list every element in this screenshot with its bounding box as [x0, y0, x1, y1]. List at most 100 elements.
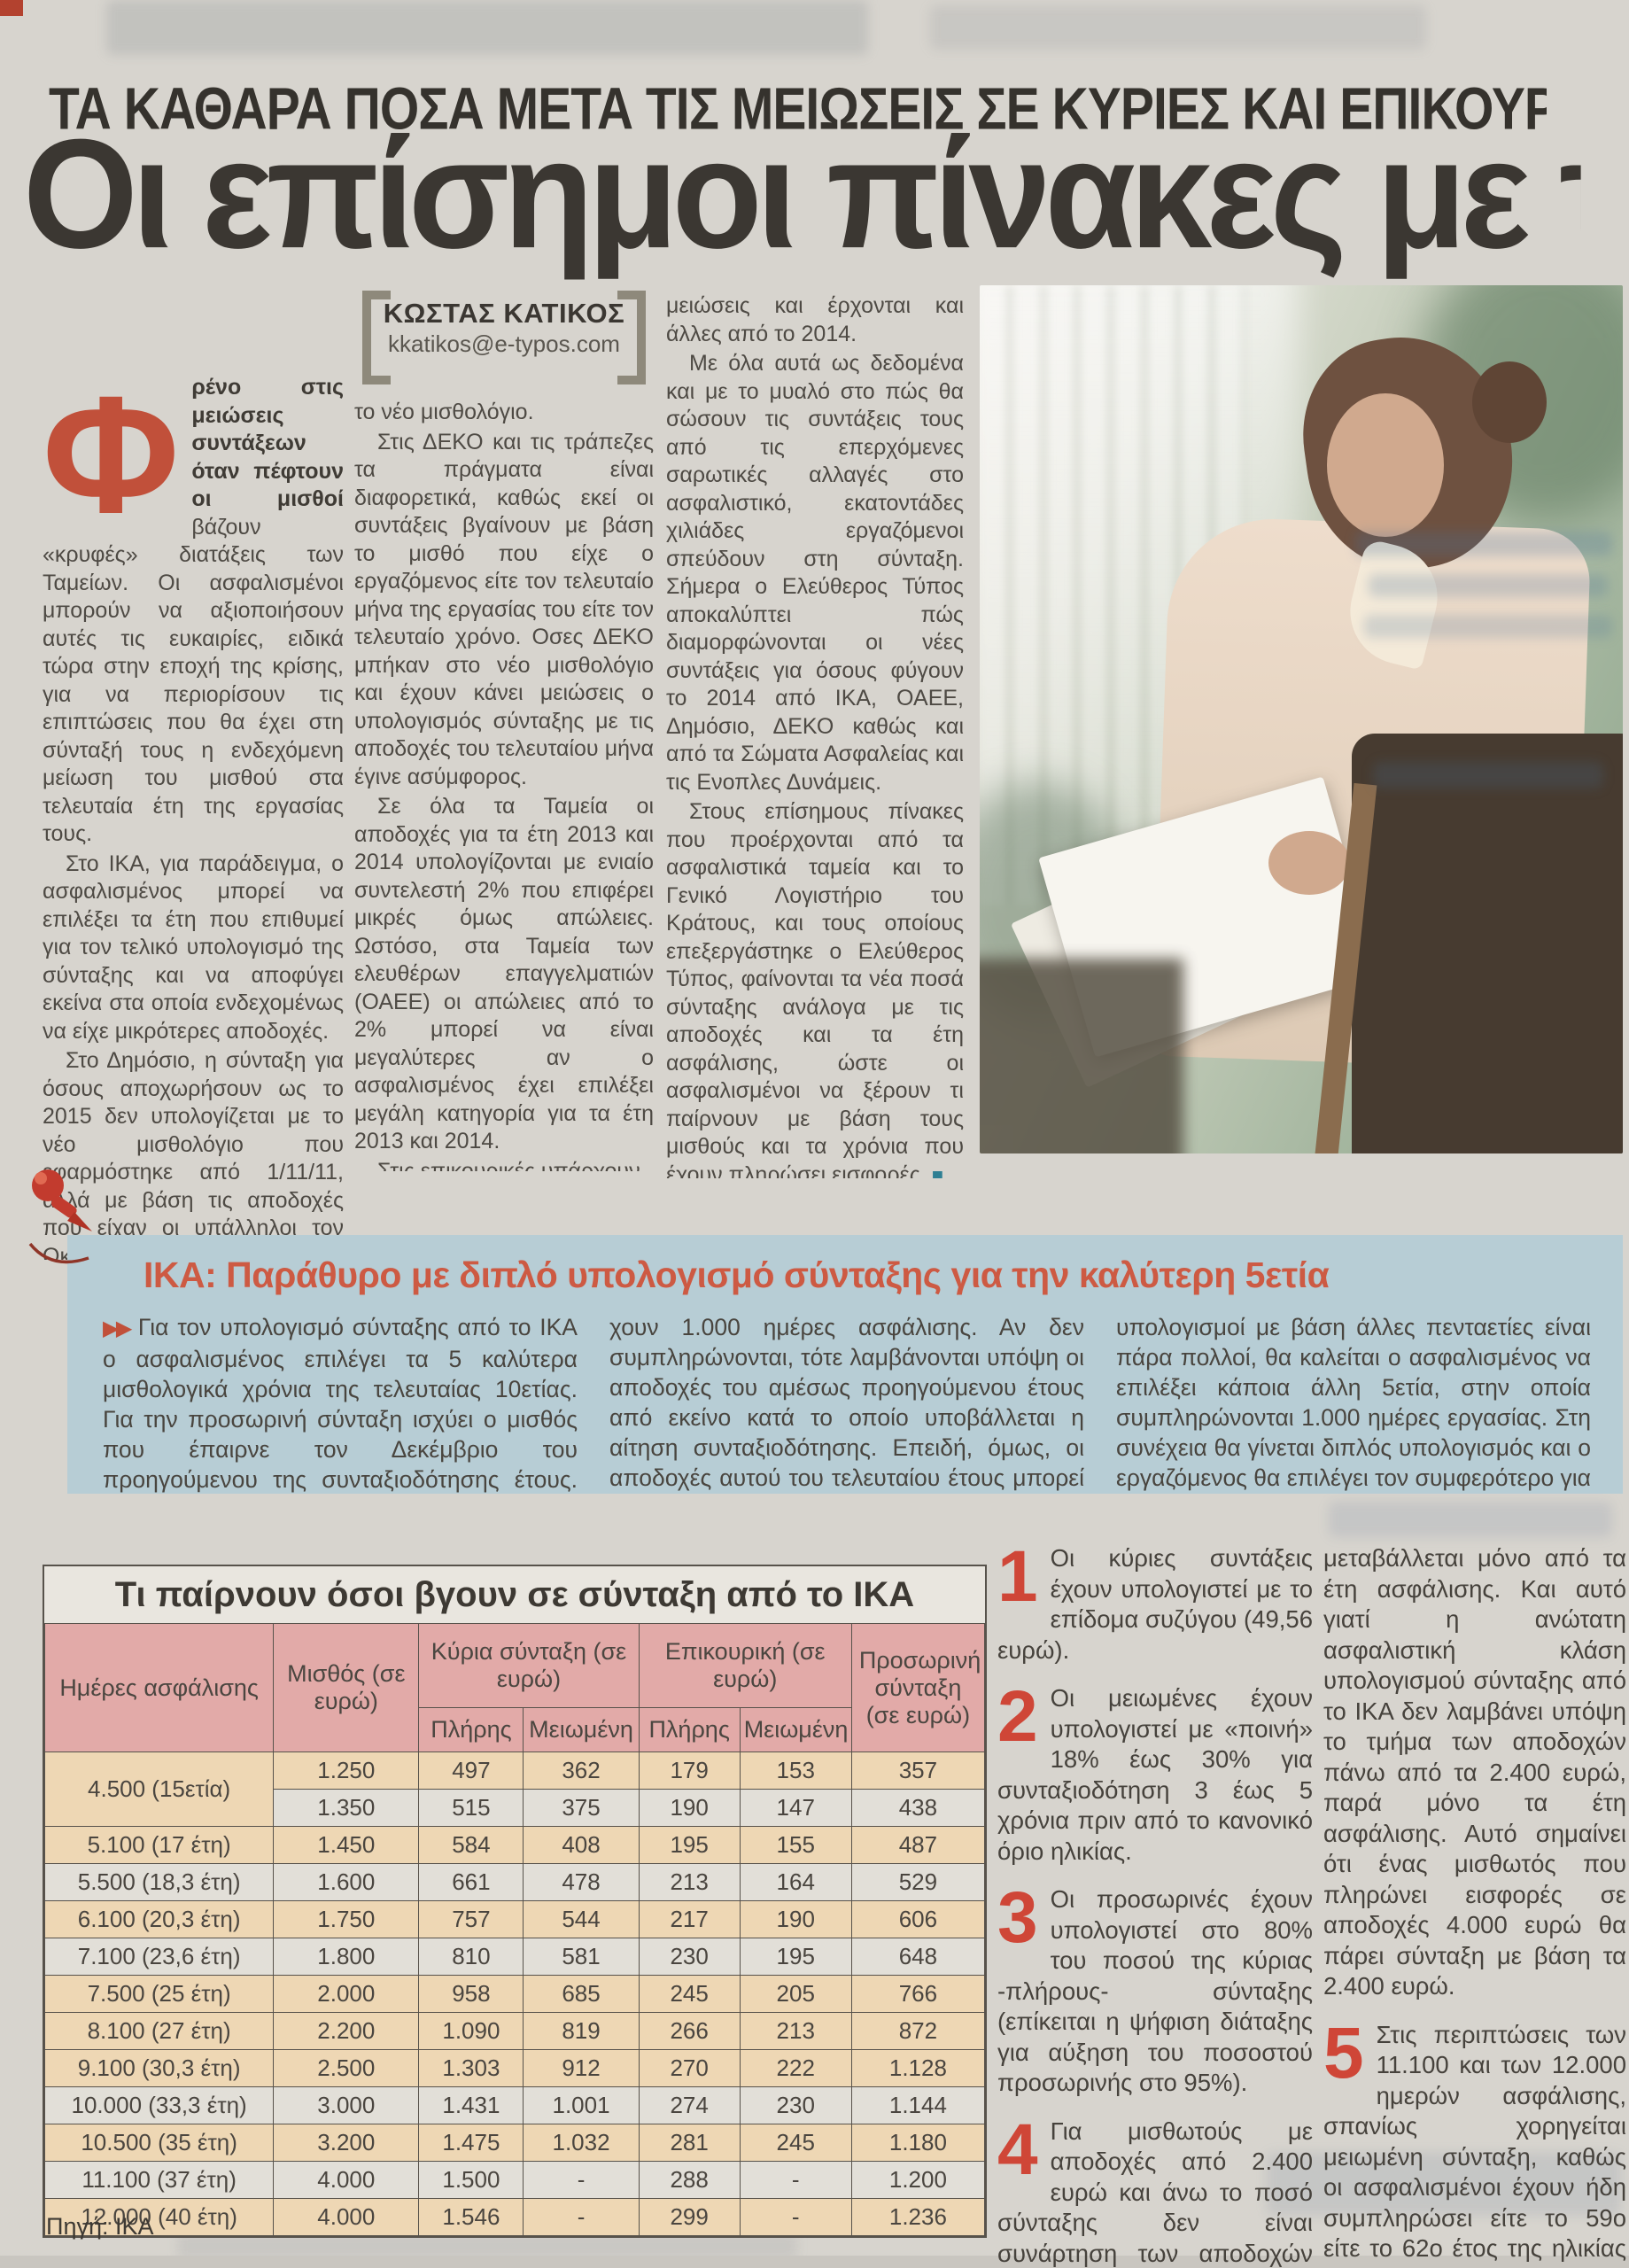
table-cell: 819 — [523, 2012, 640, 2050]
table-cell: 362 — [523, 1751, 640, 1790]
note-text: Για μισθωτούς με αποδοχές από 2.400 ευρώ… — [997, 2117, 1313, 2267]
table-cell: 1.250 — [273, 1751, 420, 1790]
article-column-3: μειώσεις και έρχονται και άλλες από το 2… — [666, 285, 964, 1178]
table-cell: 288 — [638, 2161, 741, 2199]
table-cell: - — [523, 2161, 640, 2199]
table-cell-days: 8.100 (27 έτη) — [43, 2012, 275, 2050]
table-row: 12.000 (40 έτη) 4.000 1.546-299-1.236 — [43, 2198, 986, 2236]
table-cell: 1.001 — [523, 2086, 640, 2124]
note-text: Οι μειωμένες έχουν υπολογιστεί με «ποινή… — [997, 1684, 1313, 1865]
note-number: 3 — [997, 1877, 1038, 1958]
table-cell: 4.000 — [273, 2198, 420, 2236]
table-cell: 375 — [523, 1789, 640, 1827]
notes-column-2: μεταβάλλεται μόνο από τα έτη ασφάλισης. … — [1323, 1543, 1626, 2268]
table-cell: 274 — [638, 2086, 741, 2124]
table-body: 4.500 (15ετία) 1.250 497 362 179 153 357 1.350 5… — [43, 1751, 986, 2236]
note-item: 2 Οι μειωμένες έχουν υπολογιστεί με «ποιν… — [997, 1676, 1313, 1867]
table-cell-days: 7.100 (23,6 έτη) — [43, 1938, 275, 1976]
paragraph: Στους επίσημους πίνακες που προέρχονται … — [666, 798, 964, 1178]
table-cell: 153 — [739, 1751, 852, 1790]
table-cell: 438 — [850, 1789, 986, 1827]
table-cell: 685 — [523, 1975, 640, 2013]
table-cell: - — [739, 2198, 852, 2236]
table-row: 11.100 (37 έτη) 4.000 1.500-288-1.200 — [43, 2161, 986, 2199]
bracket-left-icon — [362, 291, 391, 384]
byline-box: ΚΩΣΤΑΣ ΚΑΤΙΚΟΣ kkatikos@e-typos.com — [362, 291, 646, 384]
note-continuation: μεταβάλλεται μόνο από τα έτη ασφάλισης. … — [1323, 1544, 1626, 2000]
bleedthrough-ghost — [106, 0, 868, 55]
table-cell: 912 — [523, 2049, 640, 2087]
note-text: Οι κύριες συντάξεις έχουν υπολογιστεί με… — [997, 1544, 1313, 1664]
table-cell: 213 — [739, 2012, 852, 2050]
paragraph: Στις επικουρικές υπάρχουν — [377, 1158, 640, 1172]
play-marker-icon: ▶▶ — [103, 1317, 135, 1340]
table-cell: 1.032 — [523, 2124, 640, 2162]
table-cell: 1.180 — [850, 2124, 986, 2162]
table-cell-days: 10.500 (35 έτη) — [43, 2124, 275, 2162]
note-text: Στις περιπτώσεις των 11.100 και των 12.0… — [1323, 2020, 1626, 2268]
table-cell-days: 5.500 (18,3 έτη) — [43, 1863, 275, 1901]
table-cell: 1.750 — [273, 1900, 420, 1938]
table-cell: 1.500 — [418, 2161, 524, 2199]
col-header-auxiliary: Επικουρική (σε ευρώ) — [638, 1623, 852, 1708]
table-cell: 1.350 — [273, 1789, 420, 1827]
table-cell: 213 — [638, 1863, 741, 1901]
highlight-box-column-2: χουν 1.000 ημέρες ασφάλισης. Αν δεν συμπ… — [609, 1314, 1084, 1491]
table-cell: 584 — [418, 1826, 524, 1864]
table-cell: 205 — [739, 1975, 852, 2013]
table-row: 10.500 (35 έτη) 3.200 1.475 1.032 281 245 1.18… — [43, 2124, 986, 2162]
table-cell: 958 — [418, 1975, 524, 2013]
table-cell: 766 — [850, 1975, 986, 2013]
table-cell: 299 — [638, 2198, 741, 2236]
pension-table-grid: Ημέρες ασφάλισης Μισθός (σε ευρώ) Κύρια … — [43, 1623, 986, 2236]
byline-email: kkatikos@e-typos.com — [388, 330, 620, 357]
table-cell: 1.546 — [418, 2198, 524, 2236]
table-cell: 155 — [739, 1826, 852, 1864]
table-row: 5.500 (18,3 έτη) 1.600 661 478 213 164 529 — [43, 1863, 986, 1901]
photo-woman-reading-documents — [980, 285, 1623, 1153]
table-cell: 4.000 — [273, 2161, 420, 2199]
paragraph: μειώσεις και έρχονται και άλλες από το 2… — [666, 293, 964, 346]
table-cell: 1.144 — [850, 2086, 986, 2124]
table-cell-days: 7.500 (25 έτη) — [43, 1975, 275, 2013]
table-row: 5.100 (17 έτη) 1.450 584 408 195 155 487 — [43, 1826, 986, 1864]
table-cell: 1.090 — [418, 2012, 524, 2050]
paragraph: Στις ΔΕΚΟ και τις τράπεζες τα πράγματα ε… — [354, 429, 654, 789]
table-cell: 478 — [523, 1863, 640, 1901]
table-row: 9.100 (30,3 έτη) 2.500 1.303 912 270 222 1.128 — [43, 2049, 986, 2087]
table-cell: 3.000 — [273, 2086, 420, 2124]
table-cell: 357 — [850, 1751, 986, 1790]
table-cell: 408 — [523, 1826, 640, 1864]
photo-chair — [1352, 734, 1623, 1153]
table-cell: 872 — [850, 2012, 986, 2050]
table-cell: 281 — [638, 2124, 741, 2162]
table-row: 10.000 (33,3 έτη) 3.000 1.431 1.001 274 230 1.… — [43, 2086, 986, 2124]
table-cell: 497 — [418, 1751, 524, 1790]
table-row: 8.100 (27 έτη) 2.200 1.090 819 266 213 872 — [43, 2012, 986, 2050]
table-cell: 1.236 — [850, 2198, 986, 2236]
note-item: 3 Οι προσωρινές έχουν υπολογιστεί στο 80%… — [997, 1877, 1313, 2099]
note-item: 1 Οι κύριες συντάξεις έχουν υπολογιστεί μ… — [997, 1536, 1313, 1666]
table-cell: - — [523, 2198, 640, 2236]
table-cell: 222 — [739, 2049, 852, 2087]
col-header-days: Ημέρες ασφάλισης — [43, 1623, 275, 1752]
pushpin-icon — [19, 1159, 108, 1278]
main-headline: Οι επίσημοι πίνακες με τις νέες — [23, 107, 1581, 281]
table-cell: 190 — [638, 1789, 741, 1827]
corner-mark — [0, 0, 23, 16]
photo-figure-face — [1327, 393, 1444, 537]
paragraph-text: Στους επίσημους πίνακες που προέρχονται … — [666, 799, 964, 1178]
note-number: 2 — [997, 1676, 1038, 1757]
col-header-reduced: Μειωμένη — [523, 1707, 640, 1752]
note-number: 1 — [997, 1536, 1038, 1617]
notes-column-1: 1 Οι κύριες συντάξεις έχουν υπολογιστεί μ… — [997, 1536, 1313, 2268]
table-cell: 1.431 — [418, 2086, 524, 2124]
table-cell: 230 — [739, 2086, 852, 2124]
table-cell: 1.450 — [273, 1826, 420, 1864]
note-number: 5 — [1323, 2012, 1364, 2093]
table-cell: 217 — [638, 1900, 741, 1938]
table-row: 1.350 515 375 190 147 438 — [45, 1789, 986, 1827]
table-cell: 195 — [638, 1826, 741, 1864]
